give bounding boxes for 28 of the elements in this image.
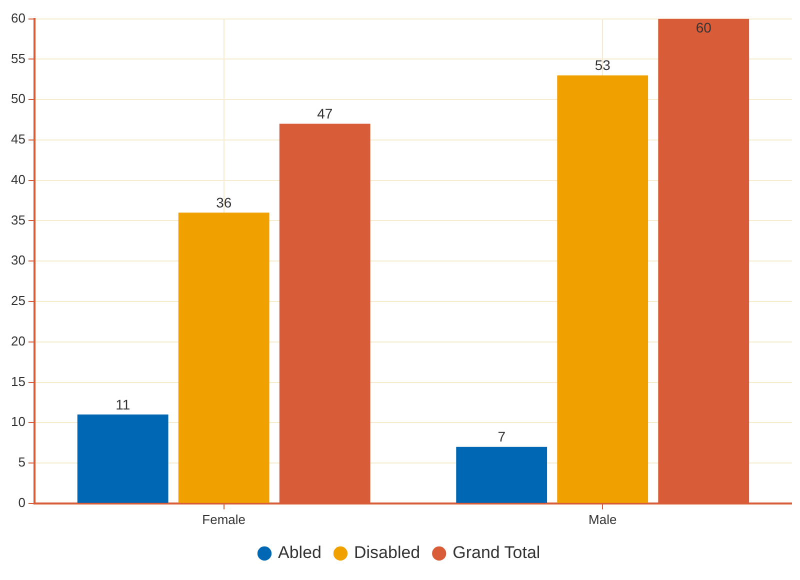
legend-label: Grand Total xyxy=(452,543,540,562)
y-tick-label: 5 xyxy=(18,454,26,470)
y-tick-label: 10 xyxy=(10,414,26,430)
y-tick-label: 15 xyxy=(10,374,26,389)
y-tick-label: 25 xyxy=(10,293,26,308)
x-tick-label: Male xyxy=(588,512,617,527)
y-tick-label: 45 xyxy=(10,132,26,147)
data-label: 11 xyxy=(116,396,130,412)
y-tick-label: 40 xyxy=(10,172,26,187)
data-label: 47 xyxy=(317,106,333,122)
data-label: 7 xyxy=(498,428,506,445)
y-tick-label: 50 xyxy=(10,91,26,106)
bar xyxy=(77,414,168,503)
y-tick-label: 20 xyxy=(10,333,26,348)
y-tick-label: 60 xyxy=(10,10,26,26)
y-tick-label: 30 xyxy=(10,252,26,268)
bar xyxy=(557,75,648,503)
bar xyxy=(456,446,548,503)
y-tick-label: 35 xyxy=(10,212,26,228)
legend-label: Disabled xyxy=(354,543,420,562)
bar xyxy=(178,212,270,503)
data-label: 60 xyxy=(696,20,712,36)
y-tick-label: 0 xyxy=(18,494,26,510)
data-label: 53 xyxy=(594,57,611,74)
x-tick-label: Female xyxy=(202,512,246,527)
data-label: 36 xyxy=(216,194,232,210)
y-tick-label: 55 xyxy=(10,50,26,66)
legend-label: Abled xyxy=(278,543,322,562)
